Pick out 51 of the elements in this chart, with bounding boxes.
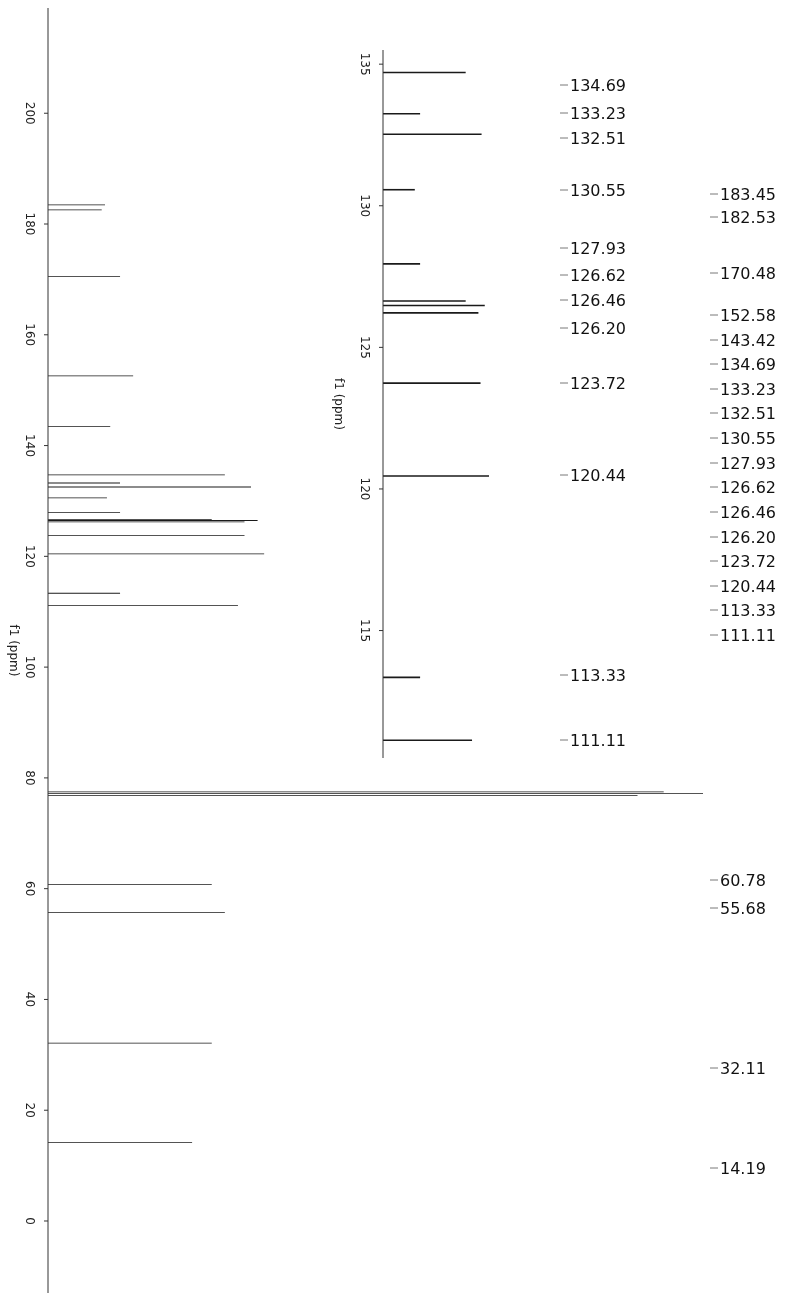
y-tick-label: 120 [358,477,372,501]
text: 60.78 [720,870,766,890]
y-tick-label: 40 [23,991,37,1008]
text: 127.93 [720,453,776,473]
text: 143.42 [720,330,776,350]
y-tick-label: 60 [23,881,37,897]
annotation: 123.72 [570,373,626,393]
y-tick-label: 100 [23,655,37,679]
text: 120.44 [720,576,776,596]
annotation: 126.62 [570,265,626,285]
annotation: 126.46 [570,290,626,310]
text: 123.72 [720,551,776,571]
y-tick-label: 180 [23,212,37,236]
y-tick-label: 130 [358,194,372,218]
text: 14.19 [720,1158,766,1178]
y-tick-label: 135 [358,52,372,76]
text: 111.11 [720,625,776,645]
annotation: 132.51 [570,128,626,148]
annotation: 111.11 [570,730,626,750]
text: 134.69 [720,354,776,374]
text: 55.68 [720,898,766,918]
text: 183.45 [720,184,776,204]
text: 126.62 [720,477,776,497]
y-tick-label: 200 [23,101,37,125]
text: 152.58 [720,305,776,325]
annotation: 130.55 [570,180,626,200]
text: 133.23 [720,379,776,399]
text: 32.11 [720,1058,766,1078]
text: 126.46 [720,502,776,522]
annotation: 134.69 [570,75,626,95]
annotation: 126.20 [570,318,626,338]
y-axis-title: f1 (ppm) [332,378,346,430]
annotation: 133.23 [570,103,626,123]
text: 113.33 [720,600,776,620]
y-tick-label: 125 [358,335,372,359]
y-tick-label: 160 [23,323,37,347]
y-tick-label: 0 [23,1217,37,1225]
y-tick-label: 80 [23,770,37,786]
annotation: 120.44 [570,465,626,485]
y-tick-label: 140 [23,434,37,458]
text: 182.53 [720,207,776,227]
text: 170.48 [720,263,776,283]
y-tick-label: 120 [23,544,37,568]
text: 126.20 [720,527,776,547]
y-axis-title: f1 (ppm) [7,624,21,677]
y-tick-label: 20 [23,1102,37,1118]
y-tick-label: 115 [358,619,372,643]
annotation: 113.33 [570,665,626,685]
text: 132.51 [720,403,776,423]
annotation: 127.93 [570,238,626,258]
text: 130.55 [720,428,776,448]
